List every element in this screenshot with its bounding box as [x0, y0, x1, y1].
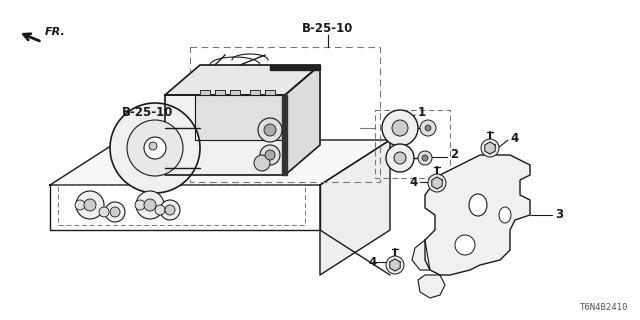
Ellipse shape	[469, 194, 487, 216]
Circle shape	[127, 120, 183, 176]
Circle shape	[84, 199, 96, 211]
Polygon shape	[230, 90, 240, 95]
Polygon shape	[320, 140, 390, 275]
Polygon shape	[285, 65, 320, 175]
Circle shape	[386, 256, 404, 274]
Circle shape	[420, 120, 436, 136]
Polygon shape	[195, 95, 285, 140]
Polygon shape	[265, 90, 275, 95]
Circle shape	[135, 200, 145, 210]
Circle shape	[428, 174, 446, 192]
Circle shape	[99, 207, 109, 217]
Ellipse shape	[499, 207, 511, 223]
Circle shape	[110, 207, 120, 217]
Circle shape	[481, 139, 499, 157]
Polygon shape	[165, 95, 285, 175]
Circle shape	[394, 152, 406, 164]
Polygon shape	[412, 240, 430, 270]
Circle shape	[264, 124, 276, 136]
Text: B-25-10: B-25-10	[302, 21, 354, 35]
Circle shape	[418, 151, 432, 165]
Circle shape	[76, 191, 104, 219]
Text: 3: 3	[555, 209, 563, 221]
Polygon shape	[50, 140, 390, 185]
Polygon shape	[390, 259, 400, 271]
Polygon shape	[418, 275, 445, 298]
Ellipse shape	[144, 137, 166, 159]
Text: FR.: FR.	[45, 27, 66, 37]
Text: 1: 1	[418, 107, 426, 119]
Circle shape	[265, 150, 275, 160]
Text: 2: 2	[450, 148, 458, 162]
Text: 4: 4	[368, 255, 376, 268]
Text: 4: 4	[410, 175, 418, 188]
Circle shape	[386, 144, 414, 172]
Circle shape	[455, 235, 475, 255]
Circle shape	[75, 200, 85, 210]
Circle shape	[155, 205, 165, 215]
Circle shape	[422, 155, 428, 161]
Polygon shape	[165, 65, 320, 95]
Polygon shape	[425, 155, 530, 275]
Circle shape	[258, 118, 282, 142]
Text: B-25-10: B-25-10	[122, 106, 173, 118]
Circle shape	[144, 199, 156, 211]
Polygon shape	[432, 177, 442, 189]
Circle shape	[110, 103, 200, 193]
Text: T6N4B2410: T6N4B2410	[580, 303, 628, 312]
Circle shape	[392, 120, 408, 136]
Circle shape	[260, 145, 280, 165]
Polygon shape	[200, 90, 210, 95]
Polygon shape	[250, 90, 260, 95]
Polygon shape	[270, 65, 320, 70]
Circle shape	[105, 202, 125, 222]
Circle shape	[382, 110, 418, 146]
Circle shape	[254, 155, 270, 171]
Polygon shape	[485, 142, 495, 154]
Ellipse shape	[149, 142, 157, 150]
Circle shape	[165, 205, 175, 215]
Text: 4: 4	[510, 132, 518, 145]
Circle shape	[160, 200, 180, 220]
Polygon shape	[215, 90, 225, 95]
Circle shape	[136, 191, 164, 219]
Polygon shape	[282, 95, 287, 175]
Circle shape	[425, 125, 431, 131]
